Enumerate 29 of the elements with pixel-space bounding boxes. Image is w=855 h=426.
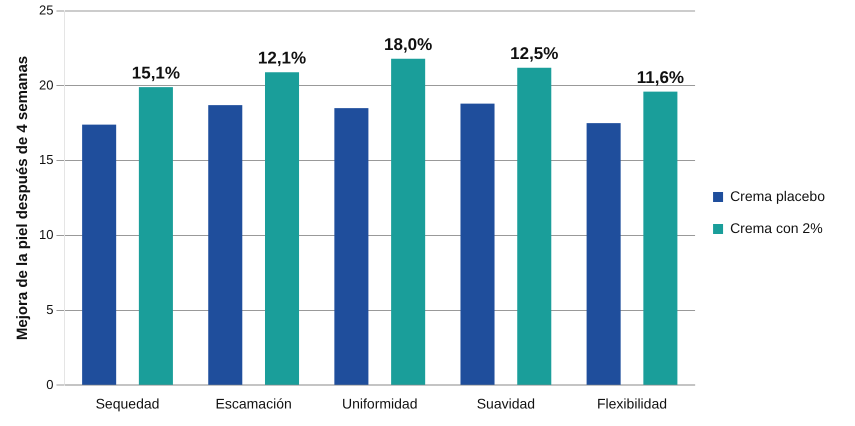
y-tick-label: 15 [38,152,54,168]
legend-label: Crema con 2% [730,220,823,236]
annotation: 15,1% [132,63,180,82]
bar [138,87,173,385]
bar [264,72,300,385]
x-tick-label: Flexibilidad [596,395,668,412]
x-tick-label: Escamación [216,395,292,412]
bar [517,68,552,385]
x-tick-label: Uniformidad [342,395,418,412]
bar [643,92,678,385]
bar [391,58,426,385]
annotation: 12,1% [258,48,306,68]
bar [208,105,242,385]
y-axis-title: Mejora de la piel después de 4 semanas [14,56,32,340]
y-tick-label: 10 [38,227,54,242]
annotation: 11,6% [636,68,684,87]
x-tick-label: Suavidad [476,395,536,412]
y-tick-label: 25 [38,2,54,18]
y-tick-label: 20 [38,77,54,92]
y-tick-label: 0 [46,376,54,392]
bar [586,123,621,385]
bar [334,108,368,385]
bar [460,104,495,385]
bar [82,124,116,385]
x-tick-label: Sequedad [96,395,160,412]
legend-label: Crema placebo [730,188,826,204]
annotation: 12,5% [510,44,558,63]
annotation: 18,0% [384,34,432,54]
y-tick-label: 5 [46,302,54,317]
